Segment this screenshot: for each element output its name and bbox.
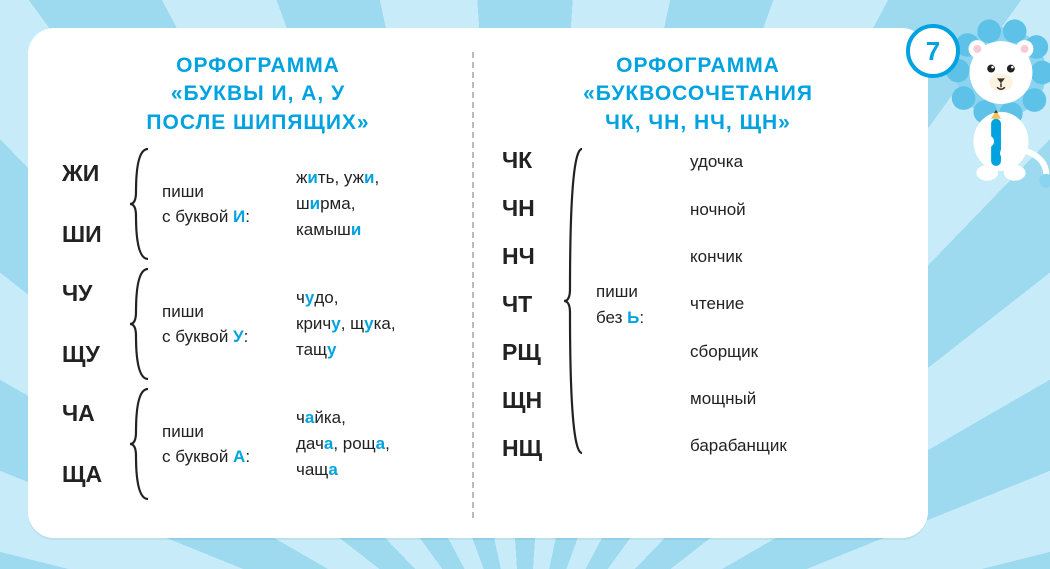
right-title: ОРФОГРАММА «БУКВОСОЧЕТАНИЯ ЧК, ЧН, НЧ, Щ…: [502, 52, 894, 137]
highlighted-letter: и: [351, 220, 361, 239]
letter-combo: ШИ: [62, 221, 128, 248]
rule-text: с буквой И:: [162, 204, 286, 230]
left-title: ОРФОГРАММА «БУКВЫ И, А, У ПОСЛЕ ШИПЯЩИХ»: [62, 52, 454, 137]
rule-letter: Ь: [627, 308, 639, 327]
letter-combo: ЧН: [502, 195, 562, 222]
rule-text: с буквой У:: [162, 324, 286, 350]
curly-brace-icon: [128, 147, 156, 261]
highlighted-letter: а: [328, 460, 337, 479]
page-number: 7: [926, 36, 940, 67]
highlighted-letter: и: [364, 168, 374, 187]
letter-combo: РЩ: [502, 339, 562, 366]
letter-combo: НЩ: [502, 435, 562, 462]
highlighted-letter: у: [305, 288, 314, 307]
rule-letter: У: [233, 327, 244, 346]
highlighted-letter: а: [376, 434, 385, 453]
highlighted-letter: у: [364, 314, 373, 333]
rule-letter: А: [233, 447, 245, 466]
letter-combo: ЖИ: [62, 160, 128, 187]
highlighted-letter: и: [307, 168, 317, 187]
letter-combo: ЩН: [502, 387, 562, 414]
title-line: «БУКВЫ И, А, У: [171, 82, 345, 105]
combo-list: ЧА ЩА: [62, 400, 128, 488]
example-word: сборщик: [690, 339, 894, 365]
examples-column: жить, ужи,ширма,камыши: [286, 165, 454, 244]
rule-text: пиши: [162, 179, 286, 205]
example-word: чтение: [690, 291, 894, 317]
rule-text: пиши: [596, 279, 680, 305]
rule-text: пиши: [162, 299, 286, 325]
example-word: удочка: [690, 149, 894, 175]
letter-combo: ЧА: [62, 400, 128, 427]
highlighted-letter: а: [305, 408, 314, 427]
rule-column: пиши с буквой И:: [156, 179, 286, 230]
right-panel: ОРФОГРАММА «БУКВОСОЧЕТАНИЯ ЧК, ЧН, НЧ, Щ…: [472, 52, 894, 518]
letter-combo: ЩУ: [62, 341, 128, 368]
combo-list: ЧК ЧН НЧ ЧТ РЩ ЩН НЩ: [502, 147, 562, 462]
rule-text: с буквой А:: [162, 444, 286, 470]
example-word: кончик: [690, 244, 894, 270]
examples-column: чудо,кричу, щука,тащу: [286, 285, 454, 364]
left-panel: ОРФОГРАММА «БУКВЫ И, А, У ПОСЛЕ ШИПЯЩИХ»…: [62, 52, 472, 518]
title-line: ПОСЛЕ ШИПЯЩИХ»: [146, 111, 369, 134]
rule-column: пиши с буквой А:: [156, 419, 286, 470]
page-number-badge: 7: [906, 24, 960, 78]
example-word: мощный: [690, 386, 894, 412]
combo-list: ЧУ ЩУ: [62, 280, 128, 368]
right-group: ЧК ЧН НЧ ЧТ РЩ ЩН НЩ пиши без Ь: удочка ночной к…: [502, 147, 894, 462]
letter-combo: ЧУ: [62, 280, 128, 307]
rules-card: ОРФОГРАММА «БУКВЫ И, А, У ПОСЛЕ ШИПЯЩИХ»…: [28, 28, 928, 538]
title-line: ОРФОГРАММА: [176, 54, 340, 77]
curly-brace-icon: [562, 147, 590, 455]
highlighted-letter: у: [331, 314, 340, 333]
example-word: барабанщик: [690, 433, 894, 459]
curly-brace-icon: [128, 267, 156, 381]
examples-column: удочка ночной кончик чтение сборщик мощный бар…: [680, 149, 894, 459]
left-groups: ЖИ ШИ пиши с буквой И: жить, ужи,ширма,ка…: [62, 147, 454, 501]
rule-group: ЧА ЩА пиши с буквой А: чайка,дача, роща,ч…: [62, 387, 454, 501]
rule-column: пиши с буквой У:: [156, 299, 286, 350]
rule-group: ЧУ ЩУ пиши с буквой У: чудо,кричу, щука,т…: [62, 267, 454, 381]
example-word: ночной: [690, 197, 894, 223]
letter-combo: ЧК: [502, 147, 562, 174]
title-line: «БУКВОСОЧЕТАНИЯ: [583, 82, 813, 105]
rule-group: ЖИ ШИ пиши с буквой И: жить, ужи,ширма,ка…: [62, 147, 454, 261]
letter-combo: НЧ: [502, 243, 562, 270]
combo-list: ЖИ ШИ: [62, 160, 128, 248]
letter-combo: ЩА: [62, 461, 128, 488]
rule-text: без Ь:: [596, 305, 680, 331]
highlighted-letter: у: [327, 340, 336, 359]
rule-column: пиши без Ь:: [590, 279, 680, 330]
letter-combo: ЧТ: [502, 291, 562, 318]
rule-text: пиши: [162, 419, 286, 445]
title-line: ОРФОГРАММА: [616, 54, 780, 77]
rule-letter: И: [233, 207, 245, 226]
highlighted-letter: и: [310, 194, 320, 213]
examples-column: чайка,дача, роща,чаща: [286, 405, 454, 484]
title-line: ЧК, ЧН, НЧ, ЩН»: [605, 111, 791, 134]
curly-brace-icon: [128, 387, 156, 501]
highlighted-letter: а: [324, 434, 333, 453]
